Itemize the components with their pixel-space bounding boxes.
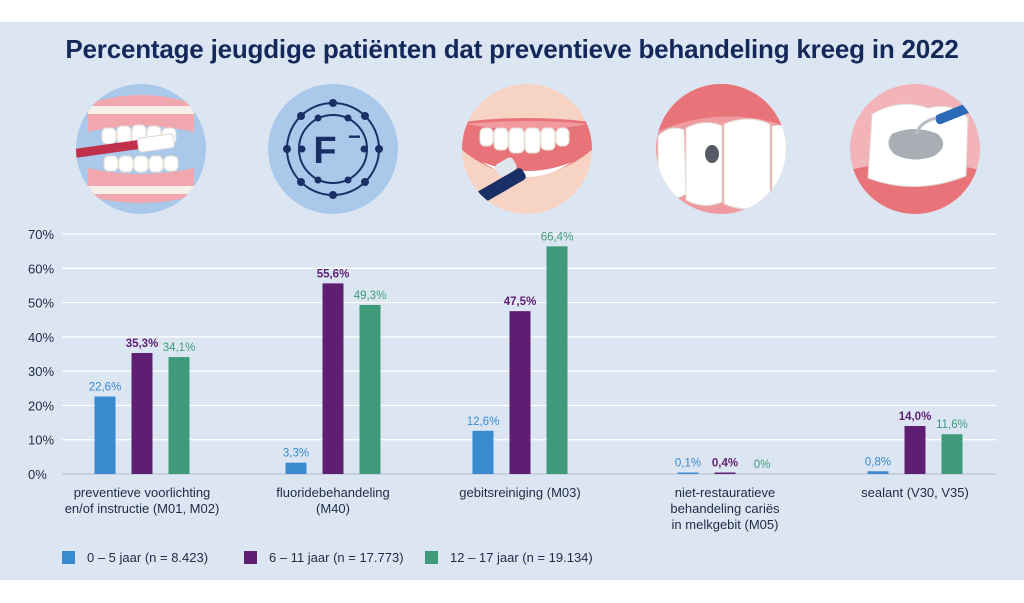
data-label: 3,3%	[283, 448, 309, 460]
fluoride-atom-icon: F −	[268, 84, 398, 214]
bar	[322, 283, 344, 474]
data-label: 35,3%	[126, 338, 159, 350]
data-label: 34,1%	[163, 342, 196, 354]
y-tick-label: 50%	[28, 296, 54, 311]
y-tick-label: 10%	[28, 433, 54, 448]
y-tick-label: 40%	[28, 330, 54, 345]
data-label: 0,4%	[712, 458, 738, 470]
teeth-cleaning-icon	[462, 84, 592, 214]
data-label: 22,6%	[89, 382, 122, 394]
x-category-label: fluoridebehandeling (M40)	[276, 485, 389, 516]
bar	[714, 472, 736, 474]
legend-swatch-1	[244, 551, 257, 564]
legend-item-2: 12 – 17 jaar (n = 19.134)	[425, 550, 593, 565]
y-tick-label: 0%	[28, 467, 47, 482]
bar	[677, 472, 699, 474]
legend-item-0: 0 – 5 jaar (n = 8.423)	[62, 550, 208, 565]
bar	[546, 246, 568, 474]
data-label: 66,4%	[541, 231, 574, 243]
infographic: Percentage jeugdige patiënten dat preven…	[0, 22, 1024, 580]
bar	[359, 304, 381, 474]
sealant-tooth-icon	[850, 84, 980, 214]
toothbrush-teeth-icon	[76, 84, 206, 214]
data-label: 55,6%	[317, 268, 350, 280]
caries-tooth-icon	[656, 84, 786, 214]
legend-item-1: 6 – 11 jaar (n = 17.773)	[244, 550, 404, 565]
data-label: 11,6%	[936, 419, 968, 431]
y-tick-label: 30%	[28, 364, 54, 379]
y-tick-label: 20%	[28, 398, 54, 413]
bar	[131, 352, 153, 474]
svg-text:−: −	[348, 124, 361, 149]
svg-text:F: F	[313, 130, 336, 172]
bar	[472, 430, 494, 474]
bar	[94, 396, 116, 474]
bar	[509, 311, 531, 474]
data-label: 0,1%	[675, 458, 701, 470]
bar	[867, 471, 889, 474]
data-label: 14,0%	[899, 411, 932, 423]
bar	[168, 357, 190, 474]
legend-swatch-0	[62, 551, 75, 564]
x-category-label: gebitsreiniging (M03)	[459, 485, 580, 500]
data-label: 0%	[754, 459, 771, 471]
x-category-label: niet-restauratieve behandeling cariës in m…	[670, 485, 780, 532]
x-category-label: sealant (V30, V35)	[861, 485, 969, 500]
bar	[285, 462, 307, 474]
page-title: Percentage jeugdige patiënten dat preven…	[65, 34, 959, 64]
legend-label-1: 6 – 11 jaar (n = 17.773)	[269, 550, 404, 565]
legend-label-0: 0 – 5 jaar (n = 8.423)	[87, 550, 209, 565]
bar	[904, 426, 926, 474]
y-tick-label: 70%	[28, 227, 54, 242]
bar-chart: 0% 10% 20% 30% 40% 50% 60% 70% 22,6% 3,3% 12,6% 0,…	[28, 227, 996, 532]
x-category-label: preventieve voorlichting en/of instructie…	[65, 485, 220, 516]
legend-label-2: 12 – 17 jaar (n = 19.134)	[450, 550, 593, 565]
data-label: 49,3%	[354, 290, 387, 302]
bar	[941, 434, 963, 474]
data-label: 47,5%	[504, 296, 537, 308]
data-label: 0,8%	[865, 456, 891, 468]
data-label: 12,6%	[467, 416, 500, 428]
legend-swatch-2	[425, 551, 438, 564]
y-tick-label: 60%	[28, 261, 54, 276]
